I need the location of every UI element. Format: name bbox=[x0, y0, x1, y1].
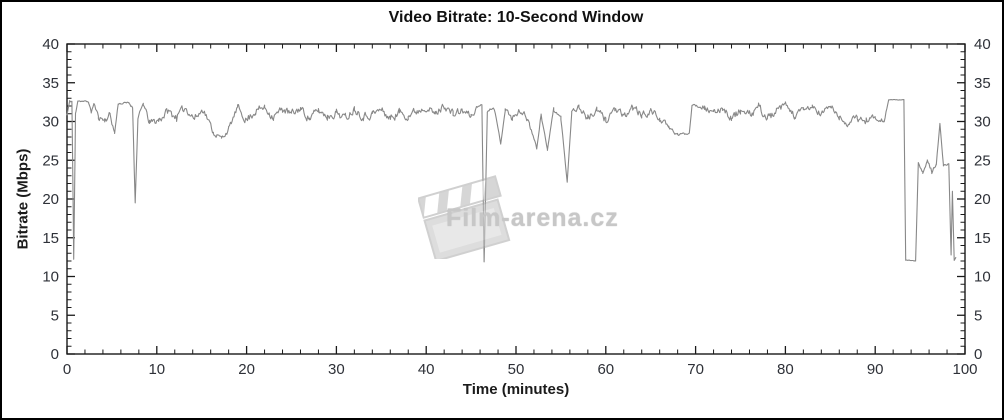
x-tick-label: 70 bbox=[687, 361, 704, 378]
bitrate-series-line bbox=[66, 98, 957, 263]
x-axis-title: Time (minutes) bbox=[462, 381, 570, 398]
y-tick-label-right: 0 bbox=[974, 346, 982, 363]
y-tick-label-right: 35 bbox=[974, 75, 991, 92]
y-tick-label-right: 30 bbox=[974, 114, 991, 131]
x-tick-label: 0 bbox=[63, 361, 71, 378]
y-tick-label-left: 0 bbox=[51, 346, 59, 363]
y-tick-label-left: 10 bbox=[42, 269, 59, 286]
x-tick-label: 50 bbox=[508, 361, 525, 378]
y-tick-label-left: 35 bbox=[42, 75, 59, 92]
x-tick-label: 90 bbox=[867, 361, 884, 378]
y-tick-label-right: 40 bbox=[974, 36, 991, 53]
x-tick-label: 100 bbox=[952, 361, 977, 378]
x-tick-label: 60 bbox=[597, 361, 614, 378]
y-tick-label-left: 40 bbox=[42, 36, 59, 53]
x-tick-label: 10 bbox=[148, 361, 165, 378]
x-tick-label: 20 bbox=[238, 361, 255, 378]
y-tick-label-left: 15 bbox=[42, 230, 59, 247]
y-tick-label-left: 30 bbox=[42, 114, 59, 131]
y-tick-label-right: 10 bbox=[974, 269, 991, 286]
y-tick-label-right: 20 bbox=[974, 191, 991, 208]
y-tick-label-right: 5 bbox=[974, 307, 982, 324]
y-tick-label-left: 20 bbox=[42, 191, 59, 208]
y-tick-label-right: 25 bbox=[974, 152, 991, 169]
y-tick-label-right: 15 bbox=[974, 230, 991, 247]
plot-frame bbox=[66, 43, 966, 355]
y-tick-label-left: 5 bbox=[51, 307, 59, 324]
x-tick-label: 40 bbox=[418, 361, 435, 378]
chart-title: Video Bitrate: 10-Second Window bbox=[388, 9, 644, 26]
x-tick-label: 80 bbox=[777, 361, 794, 378]
x-tick-label: 30 bbox=[328, 361, 345, 378]
y-tick-label-left: 25 bbox=[42, 152, 59, 169]
